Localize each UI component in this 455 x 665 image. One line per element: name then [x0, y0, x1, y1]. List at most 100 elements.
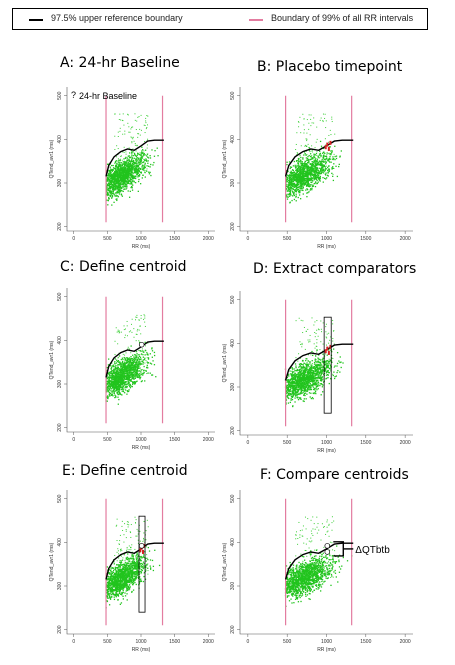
scatter-point	[295, 166, 297, 169]
scatter-point	[302, 365, 305, 367]
scatter-point	[297, 179, 299, 181]
scatter-point-sparse	[135, 160, 137, 162]
scatter-point-sparse	[134, 119, 136, 121]
scatter-point	[307, 175, 309, 178]
scatter-point-sparse	[118, 119, 120, 121]
scatter-point	[289, 185, 292, 187]
scatter-point	[295, 195, 297, 197]
scatter-point	[134, 354, 137, 356]
scatter-point-sparse	[305, 150, 307, 152]
scatter-point	[113, 381, 115, 383]
scatter-point	[139, 163, 141, 165]
scatter-point	[130, 176, 132, 179]
scatter-point	[116, 192, 119, 194]
scatter-point	[139, 356, 142, 358]
scatter-point	[322, 156, 325, 158]
scatter-point	[117, 186, 119, 188]
scatter-point	[338, 360, 340, 362]
scatter-point	[111, 184, 113, 186]
scatter-point	[114, 377, 117, 379]
scatter-point	[121, 180, 123, 183]
scatter-point-sparse	[133, 140, 135, 142]
scatter-point	[140, 353, 143, 355]
scatter-point-sparse	[119, 331, 121, 333]
scatter-point	[115, 175, 118, 177]
scatter-point-sparse	[324, 117, 326, 119]
scatter-point	[297, 196, 299, 199]
scatter-point	[139, 159, 141, 161]
scatter-point	[110, 185, 112, 188]
scatter-point	[292, 191, 294, 194]
scatter-point	[106, 396, 108, 398]
scatter-point	[332, 166, 334, 168]
scatter-point	[113, 386, 115, 389]
scatter-point	[139, 376, 142, 378]
scatter-point	[131, 369, 134, 371]
scatter-point	[108, 191, 111, 193]
scatter-point-sparse	[116, 145, 118, 147]
scatter-point	[131, 374, 133, 376]
scatter-point	[108, 374, 111, 376]
scatter-point	[108, 197, 110, 199]
scatter-point-sparse	[310, 114, 312, 116]
scatter-point	[119, 385, 122, 388]
scatter-point-sparse	[131, 126, 133, 128]
scatter-point	[311, 371, 313, 374]
scatter-point-sparse	[139, 360, 141, 362]
scatter-point	[118, 393, 120, 396]
scatter-point	[114, 180, 116, 183]
scatter-point-sparse	[305, 144, 307, 146]
scatter-point	[115, 383, 117, 386]
scatter-point	[117, 169, 119, 171]
scatter-point	[287, 374, 289, 376]
scatter-point	[294, 185, 296, 187]
scatter-point	[125, 180, 127, 182]
scatter-point-sparse	[117, 370, 119, 372]
scatter-point	[129, 359, 132, 362]
scatter-point	[120, 372, 123, 374]
scatter-point	[132, 362, 135, 364]
scatter-point-sparse	[123, 124, 125, 126]
scatter-point	[287, 174, 289, 177]
scatter-point	[325, 168, 327, 170]
scatter-point	[290, 375, 293, 377]
scatter-point	[140, 157, 142, 160]
scatter-point-sparse	[138, 116, 140, 118]
scatter-point	[307, 172, 309, 174]
scatter-point	[145, 369, 147, 372]
scatter-point	[312, 386, 315, 388]
scatter-point-sparse	[125, 165, 127, 167]
scatter-point	[309, 163, 312, 166]
scatter-point-sparse	[128, 131, 130, 133]
scatter-point	[307, 183, 309, 185]
scatter-point-sparse	[123, 151, 125, 153]
scatter-point	[144, 154, 146, 156]
scatter-point-sparse	[130, 136, 132, 138]
scatter-point	[131, 362, 134, 364]
scatter-point	[315, 163, 317, 165]
scatter-point	[106, 184, 109, 186]
scatter-point	[296, 370, 298, 372]
scatter-point	[121, 176, 124, 178]
scatter-point	[123, 373, 125, 375]
scatter-point	[109, 375, 111, 377]
x-tick-label: 500	[103, 437, 112, 443]
scatter-point	[118, 179, 120, 182]
scatter-point	[115, 372, 117, 375]
scatter-point	[126, 178, 129, 181]
scatter-point-sparse	[125, 151, 127, 153]
scatter-point	[329, 360, 331, 363]
scatter-point	[305, 185, 308, 187]
scatter-point-sparse	[127, 164, 129, 166]
scatter-point	[121, 163, 124, 165]
scatter-point	[294, 189, 297, 191]
scatter-point	[293, 193, 295, 196]
scatter-point	[116, 383, 119, 385]
scatter-point	[325, 157, 328, 159]
scatter-point	[118, 376, 120, 378]
scatter-point	[331, 150, 333, 152]
scatter-point	[114, 161, 116, 163]
scatter-point	[112, 374, 114, 377]
scatter-point	[118, 385, 120, 387]
scatter-point	[303, 178, 305, 181]
